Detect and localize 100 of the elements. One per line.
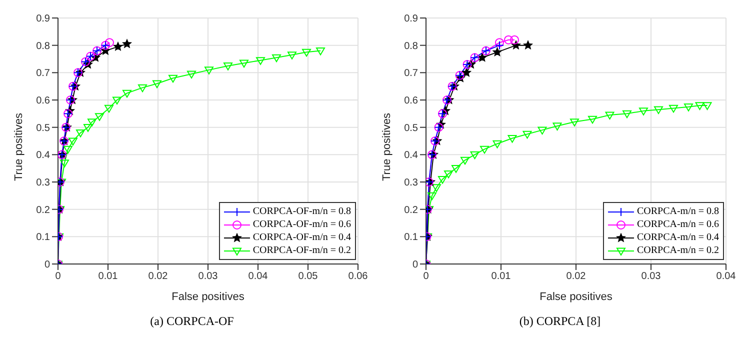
y-tick-label: 0.2 <box>36 204 50 216</box>
point <box>105 38 114 48</box>
y-tick-label: 0.8 <box>36 40 50 52</box>
x-tick-label: 0.01 <box>98 271 118 282</box>
x-tick-label: 0.06 <box>348 271 368 282</box>
y-tick-label: 0 <box>44 260 50 271</box>
point <box>95 113 104 121</box>
point <box>492 48 502 56</box>
x-tick-label: 0.04 <box>716 271 736 282</box>
point <box>470 151 480 160</box>
text: (b) CORPCA [8] <box>518 314 602 329</box>
y-tick-label: 0.7 <box>36 68 50 80</box>
point <box>122 90 132 98</box>
point <box>452 165 460 173</box>
y-tick-label: 0 <box>412 260 418 271</box>
point <box>224 62 232 70</box>
x-tick-label: 0 <box>423 271 430 282</box>
point <box>152 80 162 88</box>
x-tick-label: 0 <box>55 271 62 282</box>
point <box>76 130 85 138</box>
point <box>138 84 147 92</box>
point <box>639 108 648 116</box>
point <box>68 138 78 146</box>
point <box>605 112 614 120</box>
y-tick-label: 0.6 <box>404 96 418 107</box>
y-tick-label: 0.2 <box>404 204 418 216</box>
legend-label: CORPCA-OF-m/n = 0.8 <box>252 206 351 217</box>
legend-label: CORPCA-m/n = 0.8 <box>636 206 719 217</box>
point <box>204 66 214 74</box>
x-tick-label: 0.02 <box>566 271 586 282</box>
point <box>187 70 196 79</box>
point <box>508 134 517 143</box>
point <box>460 156 470 165</box>
y-tick-label: 0.7 <box>404 68 418 80</box>
point <box>240 60 248 68</box>
point <box>552 122 562 130</box>
x-tick-label: 0.04 <box>248 271 268 282</box>
point <box>522 130 532 139</box>
legend-label: CORPCA-m/n = 0.2 <box>636 245 719 256</box>
legend-label: CORPCA-OF-m/n = 0.6 <box>252 219 351 230</box>
y-tick-label: 0.5 <box>36 122 50 134</box>
point <box>480 146 489 154</box>
y-tick-label: 0.4 <box>36 150 50 162</box>
point <box>84 124 92 132</box>
point <box>492 140 502 148</box>
point <box>588 116 597 124</box>
x-tick-label: 0.01 <box>491 271 512 282</box>
point <box>495 38 504 48</box>
point <box>695 102 704 110</box>
x-axis-title: False positives <box>540 291 613 303</box>
point <box>444 170 453 178</box>
point <box>168 74 178 83</box>
point <box>524 40 532 50</box>
y-tick-label: 0.5 <box>404 122 418 134</box>
point <box>462 68 471 76</box>
point <box>114 42 122 50</box>
legend-label: CORPCA-m/n = 0.4 <box>636 232 719 243</box>
legend-label: CORPCA-OF-m/n = 0.2 <box>252 245 351 256</box>
y-tick-label: 0.8 <box>404 40 418 52</box>
point <box>504 35 513 44</box>
y-tick-label: 0.6 <box>36 96 50 107</box>
point <box>432 184 441 192</box>
y-tick-label: 0.3 <box>404 178 418 189</box>
text: (a) CORPCA-OF <box>149 314 235 329</box>
point <box>122 39 132 48</box>
point <box>104 104 114 113</box>
point <box>272 54 281 62</box>
point <box>684 104 693 112</box>
y-tick-label: 0.1 <box>404 232 418 244</box>
point <box>654 106 663 114</box>
point <box>438 176 447 184</box>
point <box>570 118 579 126</box>
point <box>702 102 712 110</box>
y-axis-title: True positives <box>12 112 25 181</box>
point <box>60 160 69 168</box>
x-tick-label: 0.05 <box>298 271 318 282</box>
point <box>538 126 547 135</box>
y-tick-label: 0.3 <box>36 178 50 189</box>
y-tick-label: 0.1 <box>36 232 50 244</box>
point <box>302 48 311 57</box>
x-axis-title: False positives <box>172 291 245 303</box>
point <box>478 53 487 62</box>
point <box>622 110 632 118</box>
x-tick-label: 0.02 <box>148 271 168 282</box>
x-tick-label: 0.03 <box>198 271 218 282</box>
point <box>428 192 436 200</box>
point <box>88 118 96 126</box>
point <box>112 96 122 104</box>
point <box>510 35 519 44</box>
legend-label: CORPCA-OF-m/n = 0.4 <box>252 232 351 243</box>
point <box>288 52 296 60</box>
point <box>669 104 678 113</box>
x-tick-label: 0.03 <box>641 271 662 282</box>
y-tick-label: 0.9 <box>36 14 50 25</box>
legend-label: CORPCA-m/n = 0.6 <box>636 219 719 230</box>
point <box>316 48 325 56</box>
point <box>64 146 72 154</box>
point <box>256 57 265 65</box>
y-tick-label: 0.9 <box>404 14 418 25</box>
y-tick-label: 0.4 <box>404 150 418 162</box>
